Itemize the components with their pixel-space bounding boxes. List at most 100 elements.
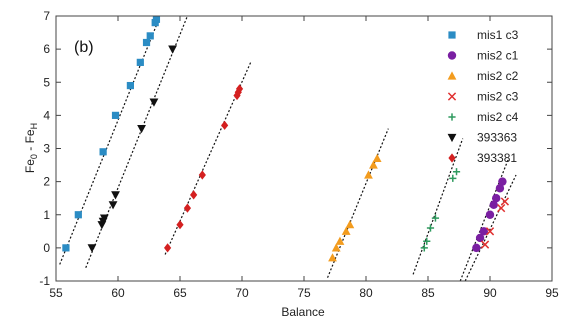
data-point-series-6 (221, 120, 229, 130)
y-axis-title: Fe0 - FeH (23, 123, 39, 173)
x-axis-ticks: 55 60 65 70 75 80 85 90 95 (49, 16, 559, 300)
x-tick-label: 90 (483, 286, 497, 300)
fit-lines (59, 15, 517, 282)
data-point-series-6 (234, 87, 242, 97)
legend-label-0: mis1 c3 (477, 28, 519, 42)
y-tick-label: 1 (43, 208, 50, 222)
legend-marker-6 (448, 153, 456, 163)
data-point-series-1 (495, 184, 505, 193)
data-point-series-1 (492, 193, 501, 203)
data-point-series-2 (364, 170, 373, 179)
data-point-series-6 (235, 84, 244, 94)
y-tick-label: 2 (43, 175, 50, 189)
data-point-series-2 (372, 153, 382, 163)
data-point-series-5 (99, 214, 109, 223)
data-point-series-1 (475, 233, 485, 243)
data-point-series-4 (452, 168, 461, 176)
panel-label: (b) (74, 39, 94, 56)
data-point-series-0 (126, 81, 134, 90)
y-tick-label: 4 (43, 108, 50, 122)
data-point-series-1 (489, 200, 498, 210)
y-tick-label: 6 (43, 42, 50, 56)
fit-line-series-4 (412, 138, 464, 275)
legend-label-1: mis2 c1 (477, 49, 519, 63)
data-point-series-6 (233, 90, 241, 101)
data-point-series-2 (328, 253, 337, 262)
legend-label-5: 393363 (477, 131, 517, 145)
data-point-series-0 (142, 38, 151, 47)
legend-marker-0 (448, 31, 456, 39)
data-point-series-5 (87, 244, 97, 253)
x-tick-label: 80 (359, 286, 373, 300)
data-point-series-5 (108, 201, 118, 210)
data-point-series-1 (472, 243, 481, 253)
data-point-series-2 (369, 160, 378, 169)
data-point-series-3 (480, 240, 490, 249)
x-tick-label: 55 (49, 286, 63, 300)
legend-label-3: mis2 c3 (477, 90, 519, 104)
data-points (62, 15, 510, 262)
fit-line-series-5 (85, 15, 188, 268)
x-tick-label: 85 (421, 286, 435, 300)
y-tick-label: 5 (43, 75, 50, 89)
data-point-series-6 (176, 220, 184, 230)
legend: mis1 c3 mis2 c1 mis2 c2 mis2 c3 mis2 c4 39336… (447, 28, 519, 165)
legend-marker-5 (447, 133, 457, 143)
data-point-series-0 (152, 15, 161, 23)
y-axis-ticks: -1 0 1 2 3 4 5 6 7 (39, 9, 552, 288)
data-point-series-0 (136, 58, 144, 66)
data-point-series-3 (497, 203, 506, 213)
data-point-series-4 (449, 174, 457, 182)
data-point-series-6 (190, 190, 198, 200)
legend-label-6: 393381 (477, 151, 517, 165)
fit-line-series-2 (327, 128, 389, 278)
data-point-series-6 (183, 203, 192, 213)
data-point-series-3 (485, 227, 495, 236)
data-point-series-4 (420, 244, 428, 252)
data-point-series-0 (62, 244, 70, 252)
data-point-series-6 (198, 170, 206, 180)
legend-label-2: mis2 c2 (477, 69, 519, 83)
y-axis-title-mid: - Fe (23, 129, 37, 154)
fit-line-series-3 (464, 174, 517, 282)
data-point-series-2 (345, 220, 355, 229)
data-point-series-2 (331, 243, 341, 252)
y-axis-title-subH: H (29, 123, 39, 130)
y-tick-label: 3 (43, 142, 50, 156)
data-point-series-1 (479, 227, 488, 236)
legend-marker-2 (447, 71, 457, 80)
y-axis-title-main: Fe (23, 159, 37, 173)
fit-line-series-0 (59, 15, 161, 265)
x-tick-label: 60 (111, 286, 125, 300)
legend-marker-1 (447, 51, 457, 60)
data-point-series-2 (335, 236, 345, 245)
data-point-series-1 (498, 177, 507, 186)
data-point-series-5 (149, 98, 159, 107)
data-point-series-3 (500, 197, 510, 206)
fit-line-series-1 (459, 158, 510, 282)
x-tick-label: 95 (545, 286, 559, 300)
legend-marker-3 (447, 92, 457, 101)
y-tick-label: 0 (43, 241, 50, 255)
data-point-series-5 (137, 125, 146, 134)
data-point-series-0 (99, 148, 107, 156)
y-tick-label: -1 (39, 274, 50, 288)
data-point-series-5 (168, 45, 177, 54)
data-point-series-4 (426, 224, 435, 232)
legend-label-4: mis2 c4 (477, 110, 519, 124)
data-point-series-4 (423, 237, 431, 245)
data-point-series-0 (146, 32, 154, 40)
data-point-series-0 (111, 111, 120, 119)
data-point-series-1 (485, 210, 495, 219)
data-point-series-5 (111, 191, 120, 200)
x-tick-label: 65 (173, 286, 187, 300)
y-tick-label: 7 (43, 9, 50, 23)
fit-line-series-6 (164, 62, 252, 255)
data-point-series-4 (431, 214, 440, 222)
data-point-series-0 (74, 211, 82, 219)
data-point-series-6 (164, 243, 172, 253)
legend-marker-4 (448, 113, 456, 121)
x-axis-title: Balance (281, 305, 325, 319)
